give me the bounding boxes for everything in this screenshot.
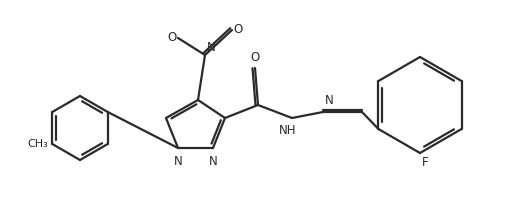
Text: N: N (207, 41, 216, 54)
Text: F: F (422, 156, 429, 169)
Text: CH₃: CH₃ (28, 139, 48, 149)
Text: O: O (251, 51, 259, 64)
Text: O: O (233, 22, 242, 35)
Text: O: O (168, 31, 177, 44)
Text: N: N (173, 155, 182, 168)
Text: N: N (208, 155, 217, 168)
Text: NH: NH (279, 124, 297, 137)
Text: N: N (325, 94, 334, 107)
